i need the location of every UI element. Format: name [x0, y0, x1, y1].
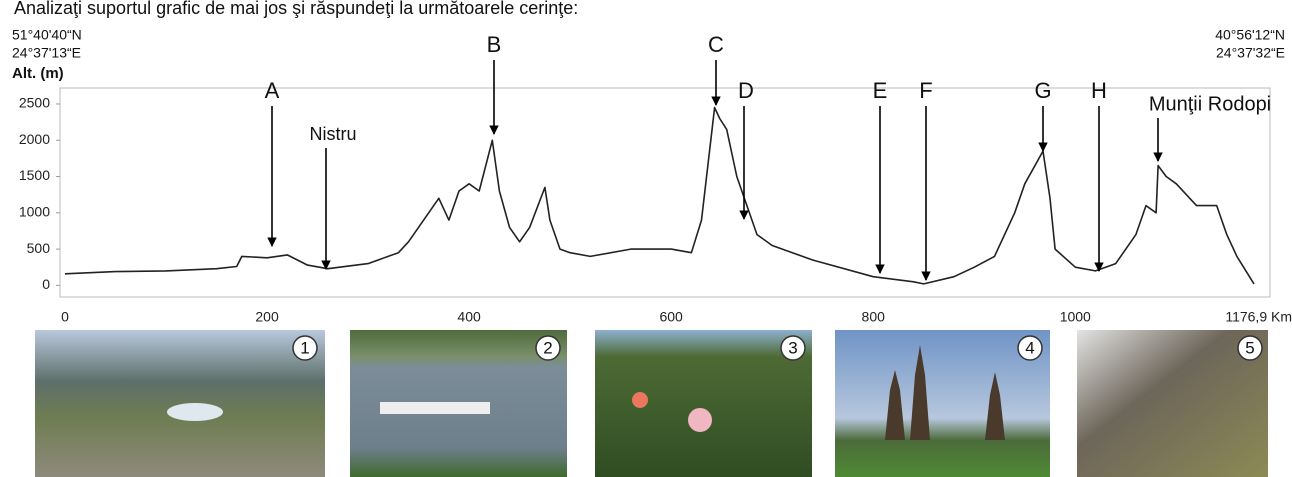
photo-badge [1017, 335, 1043, 361]
x-tick-label: 1000 [1060, 309, 1091, 325]
photo-badge [292, 335, 318, 361]
elevation-profile [64, 106, 1255, 285]
photo-rose [688, 408, 712, 432]
annotation-label: Nistru [309, 124, 356, 144]
photo-mountains [35, 330, 325, 477]
annotation-label: E [873, 78, 888, 103]
annotation-label: G [1034, 78, 1051, 103]
y-tick-label: 1000 [19, 204, 50, 220]
x-tick-label: 800 [862, 309, 886, 325]
plot-frame [59, 87, 1271, 298]
photos [35, 330, 1268, 477]
photo-church [835, 330, 1050, 477]
x-tick-label: 0 [61, 309, 69, 325]
photo-number: 5 [1245, 338, 1254, 357]
photo-landslide [1077, 330, 1268, 477]
photo-number: 4 [1025, 338, 1034, 357]
annotation-label: H [1091, 78, 1107, 103]
photo-badge [780, 335, 806, 361]
y-tick-label: 500 [27, 240, 51, 256]
photo-ship [380, 402, 490, 414]
end-latitude: 40°56'12“N [1215, 27, 1285, 43]
photo-badge [1237, 335, 1263, 361]
y-axis-label: Alt. (m) [12, 65, 64, 82]
annotation-label: Munţii Rodopi [1149, 93, 1271, 115]
y-tick-label: 1500 [19, 167, 50, 183]
photo-roses [595, 330, 812, 477]
x-tick-label: 600 [659, 309, 683, 325]
start-latitude: 51°40'40“N [12, 27, 82, 43]
photo-number: 1 [300, 338, 309, 357]
photo-towers [885, 345, 1005, 440]
y-tick-label: 2000 [19, 131, 50, 147]
annotation-label: D [738, 78, 754, 103]
y-tick-label: 0 [42, 276, 50, 292]
photo-lake [167, 403, 223, 421]
annotation-label: F [919, 78, 932, 103]
instruction: Analizaţi suportul grafic de mai jos şi … [14, 0, 578, 18]
x-tick-label: 1176,9 Km [1225, 309, 1292, 325]
start-longitude: 24°37'13“E [12, 45, 81, 61]
x-tick-label: 400 [457, 309, 481, 325]
photo-number: 2 [543, 338, 552, 357]
photo-badge [535, 335, 561, 361]
photo-number: 3 [788, 338, 797, 357]
annotation-label: A [265, 78, 280, 103]
end-longitude: 24°37'32“E [1216, 45, 1285, 61]
x-tick-label: 200 [255, 309, 279, 325]
photo-rose [632, 392, 648, 408]
y-tick-label: 2500 [19, 95, 50, 111]
annotation-label: B [487, 32, 502, 57]
annotation-label: C [708, 32, 724, 57]
